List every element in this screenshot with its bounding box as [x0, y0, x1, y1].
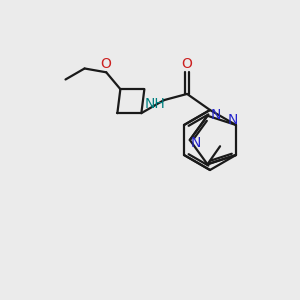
- Text: NH: NH: [145, 97, 165, 111]
- Text: O: O: [100, 57, 111, 71]
- Text: N: N: [228, 113, 238, 127]
- Text: O: O: [182, 57, 193, 71]
- Text: N: N: [210, 108, 220, 122]
- Text: N: N: [190, 136, 201, 150]
